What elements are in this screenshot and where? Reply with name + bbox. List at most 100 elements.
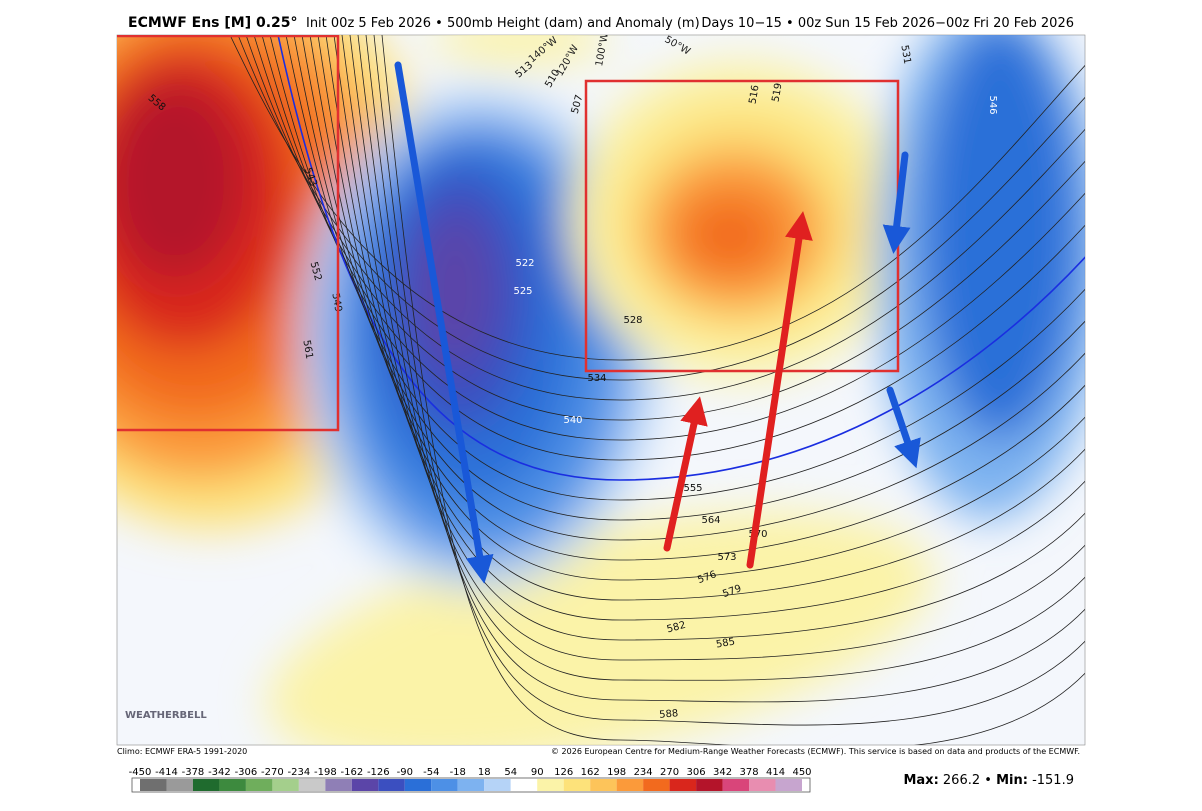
colorbar-tick-label: 234: [634, 767, 653, 778]
climo-note: Climo: ECMWF ERA-5 1991-2020: [117, 747, 247, 756]
colorbar-tick-label: -126: [367, 767, 390, 778]
contour-label: 588: [659, 708, 679, 721]
colorbar-swatch: [510, 779, 538, 791]
colorbar-swatch: [537, 779, 564, 791]
stats: Max: 266.2 • Min: -151.9: [903, 773, 1074, 788]
flow-arrows: [394, 61, 921, 584]
colorbar-tick-label: 414: [766, 767, 785, 778]
contour-label: 534: [587, 373, 606, 384]
min-value: -151.9: [1032, 773, 1074, 788]
colorbar-swatch: [325, 779, 352, 791]
contour-label: 573: [717, 552, 736, 563]
contour-line: [229, 35, 1085, 361]
contour-line: [301, 35, 1085, 541]
colorbar-tick-label: 162: [581, 767, 600, 778]
highlight-box: [117, 35, 340, 432]
contour-line: [341, 35, 1085, 641]
colorbar-swatch: [140, 779, 167, 791]
contour-label: 546: [987, 95, 998, 114]
contour-line: [285, 35, 1085, 501]
contour-line: [365, 35, 1085, 703]
colorbar-tick-label: -450: [129, 767, 152, 778]
contour-line: [373, 35, 1085, 726]
colorbar-swatch: [192, 779, 220, 791]
contour-label: 555: [683, 483, 702, 494]
colorbar-tick-label: -90: [397, 767, 413, 778]
colorbar-swatch: [404, 779, 432, 791]
colorbar-tick-label: 342: [713, 767, 732, 778]
contour-label: 519: [770, 82, 784, 103]
arrow: [394, 61, 494, 584]
model-name: ECMWF Ens [M] 0.25°: [128, 15, 298, 31]
contour-label: 531: [898, 44, 912, 65]
colorbar-tick-label: -198: [314, 767, 337, 778]
contour-label: 582: [666, 620, 687, 636]
contour-line: [357, 35, 1085, 681]
separator: •: [984, 773, 992, 788]
min-label: Min:: [996, 773, 1028, 788]
arrow: [886, 386, 921, 469]
colorbar-swatch: [219, 779, 246, 791]
colorbar-tick-label: -342: [208, 767, 231, 778]
colorbar-tick-label: 378: [739, 767, 758, 778]
contour-label: 585: [715, 636, 736, 650]
colorbar-swatch: [351, 779, 379, 791]
colorbar-swatch: [272, 779, 299, 791]
colorbar-swatch: [696, 779, 723, 791]
contour-line: [333, 35, 1085, 621]
contour-line: [325, 35, 1085, 601]
colorbar-tick-label: 54: [504, 767, 517, 778]
colorbar-tick-label: -234: [288, 767, 311, 778]
header: ECMWF Ens [M] 0.25° Init 00z 5 Feb 2026 …: [128, 15, 700, 31]
colorbar-swatch: [431, 779, 458, 791]
contour-label: 516: [747, 84, 761, 105]
colorbar-tick-label: -18: [450, 767, 466, 778]
colorbar-swatch: [457, 779, 485, 791]
contour-label: 525: [513, 286, 532, 297]
colorbar-tick-label: 450: [792, 767, 811, 778]
logo: WEATHERBELL: [125, 710, 207, 721]
contour-line: [317, 35, 1085, 581]
contour-line: [349, 35, 1085, 661]
colorbar-tick-label: 18: [478, 767, 491, 778]
contour-line: [293, 35, 1085, 521]
contour-label: 564: [701, 515, 720, 526]
colorbar-tick-label: 198: [607, 767, 626, 778]
colorbar-swatch: [484, 779, 511, 791]
colorbar-swatch: [749, 779, 776, 791]
contour-540: [277, 35, 1085, 481]
contour-label: 507: [570, 94, 586, 115]
colorbar-swatch: [563, 779, 591, 791]
colorbar-swatch: [245, 779, 273, 791]
contour-line: [261, 35, 1085, 441]
colorbar-swatch: [775, 779, 802, 791]
colorbar-swatch: [643, 779, 670, 791]
colorbar-swatch: [590, 779, 617, 791]
colorbar-tick-label: 90: [531, 767, 544, 778]
colorbar-tick-label: 270: [660, 767, 679, 778]
period: Days 10−15 • 00z Sun 15 Feb 2026−00z Fri…: [701, 16, 1074, 31]
colorbar-tick-label: -270: [261, 767, 284, 778]
colorbar-tick-label: 126: [554, 767, 573, 778]
contour-label: 522: [515, 258, 534, 269]
colorbar-tick-label: -414: [155, 767, 178, 778]
arrow: [882, 151, 911, 254]
colorbar-swatch: [616, 779, 644, 791]
colorbar-swatch: [669, 779, 697, 791]
contour-label: 552: [308, 261, 324, 282]
max-value: 266.2: [943, 773, 980, 788]
colorbar: -450 -414 -378 -342 -306 -270 -234 -198 -162 -126…: [129, 767, 812, 791]
contour-label: 528: [623, 315, 642, 326]
arrow: [663, 396, 708, 552]
contour-label: 540: [563, 415, 582, 426]
init-info: Init 00z 5 Feb 2026 • 500mb Height (dam)…: [306, 16, 700, 31]
contour-label: 549: [329, 292, 343, 313]
contour-line: [269, 35, 1085, 461]
colorbar-tick-label: 306: [687, 767, 706, 778]
colorbar-swatch: [166, 779, 193, 791]
colorbar-tick-label: -162: [340, 767, 363, 778]
colorbar-tick-label: -54: [423, 767, 439, 778]
